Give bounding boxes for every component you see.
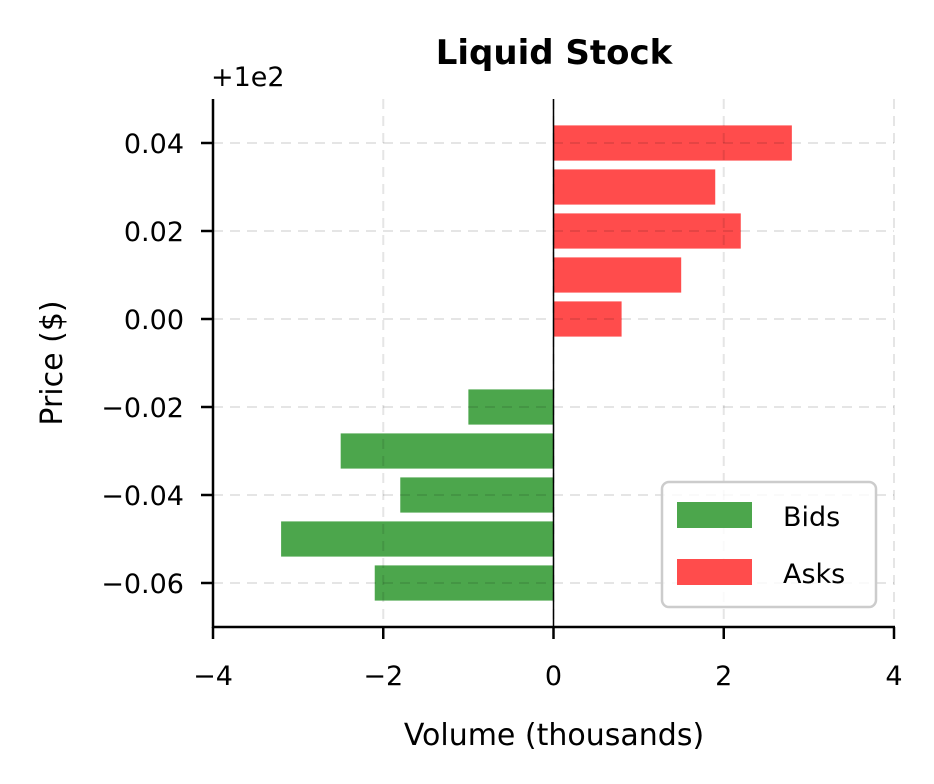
y-axis-label: Price ($) [35,300,70,425]
legend: Bids Asks [660,480,878,609]
x-tick-label: −4 [193,661,233,692]
y-tick-label: 0.02 [124,217,184,248]
asks-bar [553,213,741,249]
y-tick-label: 0.04 [124,129,184,160]
bids-legend-swatch [677,502,752,528]
y-offset-label: +1e2 [211,62,285,93]
y-tick-label: −0.04 [101,481,184,512]
bids-bar [281,521,554,557]
asks-legend-label: Asks [783,559,845,590]
y-tick-label: −0.06 [101,569,184,600]
asks-bar [553,169,716,205]
x-tick-label: 2 [715,661,732,692]
x-tick-label: 0 [545,661,562,692]
x-axis-label: Volume (thousands) [404,718,704,753]
y-tick-label: 0.00 [124,305,184,336]
asks-bar [553,125,792,161]
x-tick-label: −2 [363,661,403,692]
y-tick-label: −0.02 [101,393,184,424]
bids-bar [374,565,554,601]
axes: −4 −2 0 2 4 0.04 0.02 0.00 −0.02 −0.04 −0.06 [101,99,903,692]
asks-legend-swatch [677,559,752,585]
x-tick-label: 4 [885,661,902,692]
bids-bar [340,433,554,469]
asks-bar [553,257,682,293]
bids-legend-label: Bids [783,502,840,533]
bids-bar [468,389,554,425]
bars [281,125,792,601]
bids-bar [400,477,554,513]
chart-title: Liquid Stock [436,33,674,73]
asks-bar [553,301,622,337]
